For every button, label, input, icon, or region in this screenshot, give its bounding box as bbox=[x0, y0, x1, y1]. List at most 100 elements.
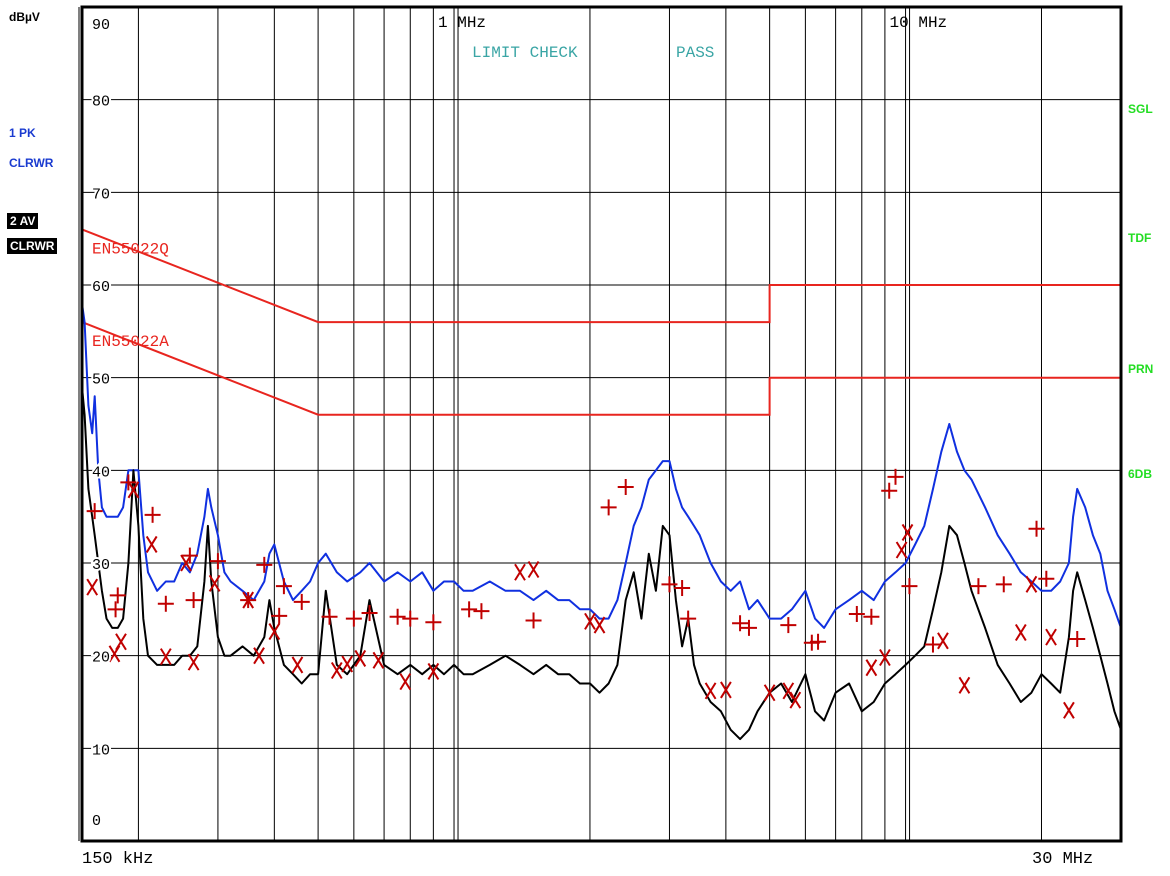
peak-marker-x bbox=[865, 659, 878, 677]
limit-check-result: PASS bbox=[676, 44, 714, 62]
peak-marker-x bbox=[782, 682, 795, 700]
limit-line-label: EN55022Q bbox=[92, 240, 169, 258]
trace2-detector-label: 2 AV bbox=[7, 213, 39, 229]
limit-lines bbox=[81, 228, 1121, 416]
peak-marker-x bbox=[704, 682, 717, 700]
peak-marker-plus bbox=[525, 612, 542, 629]
peak-marker-plus bbox=[293, 593, 310, 610]
peak-marker-x bbox=[593, 616, 606, 634]
softkey-sgl[interactable]: SGL bbox=[1128, 102, 1153, 116]
x-stop-label: 30 MHz bbox=[1032, 850, 1094, 869]
peak-marker-x bbox=[341, 655, 354, 673]
peak-marker-x bbox=[145, 535, 158, 553]
peak-marker-x bbox=[354, 649, 367, 667]
peak-marker-x bbox=[187, 653, 200, 671]
softkey-6db[interactable]: 6DB bbox=[1128, 467, 1153, 481]
y-tick-label: 20 bbox=[92, 650, 110, 667]
peak-marker-plus bbox=[461, 601, 478, 618]
peak-marker-x bbox=[208, 574, 221, 592]
peak-marker-x bbox=[789, 691, 802, 709]
peak-marker-x bbox=[291, 656, 304, 674]
peak-marker-x bbox=[1063, 701, 1075, 719]
limit-line bbox=[81, 228, 1121, 324]
peak-marker-x bbox=[527, 560, 540, 579]
peak-marker-x bbox=[879, 648, 891, 667]
peak-marker-plus bbox=[321, 608, 338, 625]
peak-marker-plus bbox=[402, 610, 419, 627]
trace1-mode-label: CLRWR bbox=[9, 156, 54, 170]
plot-frame bbox=[80, 5, 1123, 843]
peak-marker-plus bbox=[361, 605, 378, 622]
peak-marker-plus bbox=[86, 503, 103, 520]
peak-marker-x bbox=[958, 676, 971, 694]
peak-marker-plus bbox=[680, 610, 697, 627]
peak-marker-plus bbox=[256, 556, 273, 573]
softkey-prn[interactable]: PRN bbox=[1128, 362, 1154, 376]
peak-marker-plus bbox=[109, 587, 126, 604]
peak-marker-plus bbox=[617, 479, 634, 496]
peak-marker-x bbox=[115, 633, 127, 651]
peak-marker-plus bbox=[924, 636, 941, 653]
limit-check-label: LIMIT CHECK bbox=[472, 44, 578, 62]
x-start-label: 150 kHz bbox=[82, 850, 154, 869]
traces bbox=[81, 303, 1122, 741]
peak-marker-x bbox=[514, 563, 526, 581]
y-tick-label: 30 bbox=[92, 557, 110, 574]
peak-marker-x bbox=[330, 661, 343, 680]
peak-marker-plus bbox=[995, 576, 1012, 593]
peak-marker-plus bbox=[740, 619, 757, 636]
peak-marker-plus bbox=[209, 553, 226, 570]
plot-labels: 0 10 20 30 40 50 60 70 80 90 1 MHz 10 MHz LIMIT CHEC… bbox=[90, 14, 948, 830]
peak-marker-plus bbox=[275, 578, 292, 595]
peak-marker-plus bbox=[863, 608, 880, 625]
peak-marker-x bbox=[895, 541, 908, 559]
peak-marker-x bbox=[399, 673, 412, 691]
y-tick-label: 80 bbox=[92, 94, 110, 111]
unit-label: dBµV bbox=[9, 10, 40, 24]
peak-marker-plus bbox=[600, 499, 617, 516]
peak-marker-plus bbox=[1038, 570, 1055, 587]
peak-marker-plus bbox=[345, 610, 362, 627]
peak-marker-x bbox=[1014, 623, 1027, 642]
softkey-tdf[interactable]: TDF bbox=[1128, 231, 1152, 245]
peak-marker-plus bbox=[780, 617, 797, 634]
peak-marker-plus bbox=[848, 605, 865, 622]
peak-marker-plus bbox=[887, 468, 904, 485]
peak-marker-plus bbox=[661, 576, 678, 593]
peak-marker-x bbox=[937, 632, 949, 650]
markers bbox=[86, 468, 1086, 719]
peak-marker-plus bbox=[1028, 520, 1045, 537]
peak-marker-x bbox=[1045, 628, 1057, 646]
limit-line-label: EN55022A bbox=[92, 333, 169, 351]
peak-marker-x bbox=[1025, 575, 1038, 593]
peak-marker-x bbox=[159, 648, 172, 666]
x-decade-label: 1 MHz bbox=[438, 14, 486, 32]
peak-marker-x bbox=[180, 554, 192, 572]
peak-marker-x bbox=[901, 523, 914, 541]
y-tick-label: 0 bbox=[92, 813, 101, 830]
y-tick-label: 90 bbox=[92, 17, 110, 34]
trace1-detector-label: 1 PK bbox=[9, 126, 36, 140]
peak-marker-x bbox=[372, 651, 385, 669]
peak-marker-plus bbox=[674, 580, 691, 597]
peak-marker-plus bbox=[901, 578, 918, 595]
x-decade-label: 10 MHz bbox=[890, 14, 948, 32]
peak-marker-x bbox=[242, 591, 255, 609]
grid bbox=[78, 7, 1121, 841]
trace-peak bbox=[81, 303, 1122, 629]
peak-marker-plus bbox=[473, 603, 490, 620]
peak-marker-x bbox=[86, 578, 99, 596]
peak-marker-x bbox=[268, 623, 281, 641]
y-tick-label: 50 bbox=[92, 372, 110, 389]
peak-marker-plus bbox=[810, 633, 827, 650]
peak-marker-plus bbox=[1069, 630, 1086, 647]
y-tick-label: 40 bbox=[92, 464, 110, 481]
peak-marker-plus bbox=[970, 578, 987, 595]
peak-marker-x bbox=[763, 684, 776, 702]
trace2-mode-label: CLRWR bbox=[7, 238, 58, 254]
peak-marker-plus bbox=[144, 506, 161, 523]
peak-marker-plus bbox=[157, 595, 174, 612]
peak-marker-plus bbox=[271, 607, 288, 624]
peak-marker-x bbox=[720, 681, 732, 699]
